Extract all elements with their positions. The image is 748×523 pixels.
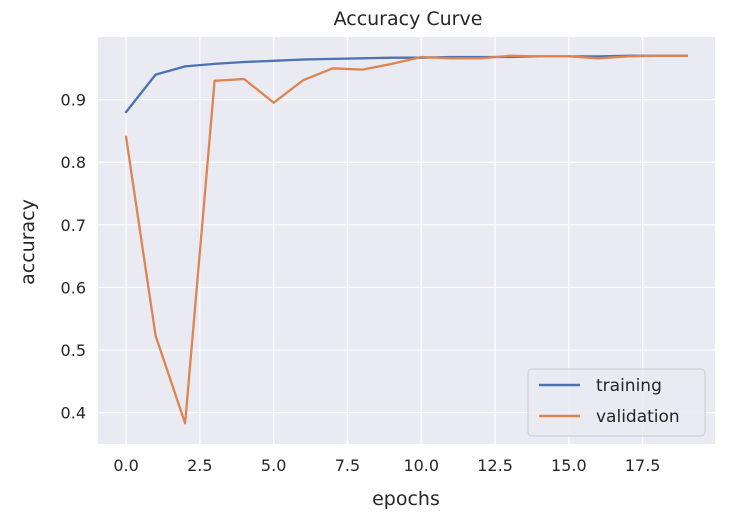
x-axis-ticks: 0.0 2.5 5.0 7.5 10.0 12.5 15.0 17.5: [113, 456, 660, 475]
legend: training validation: [527, 368, 706, 437]
y-tick-label: 0.6: [61, 278, 86, 297]
x-axis-label: epochs: [372, 488, 440, 510]
y-tick-label: 0.8: [61, 153, 86, 172]
series-lines: [124, 54, 689, 425]
series-line-training: [124, 54, 689, 114]
y-axis-label: accuracy: [17, 199, 39, 285]
x-tick-label: 5.0: [261, 456, 286, 475]
legend-label-training: training: [596, 376, 662, 396]
chart-title: Accuracy Curve: [334, 8, 483, 30]
x-tick-label: 0.0: [113, 456, 138, 475]
x-tick-label: 2.5: [187, 456, 212, 475]
x-tick-label: 12.5: [477, 456, 513, 475]
x-tick-label: 15.0: [551, 456, 587, 475]
y-tick-label: 0.4: [61, 404, 86, 423]
x-tick-label: 17.5: [625, 456, 661, 475]
x-tick-label: 7.5: [335, 456, 360, 475]
legend-label-validation: validation: [596, 407, 680, 427]
y-tick-label: 0.7: [61, 216, 86, 235]
y-tick-label: 0.9: [61, 91, 86, 110]
y-tick-label: 0.5: [61, 341, 86, 360]
y-axis-ticks: 0.4 0.5 0.6 0.7 0.8 0.9: [61, 91, 86, 423]
grid-lines: [98, 37, 715, 444]
series-line-validation: [124, 54, 689, 425]
x-tick-label: 10.0: [403, 456, 439, 475]
